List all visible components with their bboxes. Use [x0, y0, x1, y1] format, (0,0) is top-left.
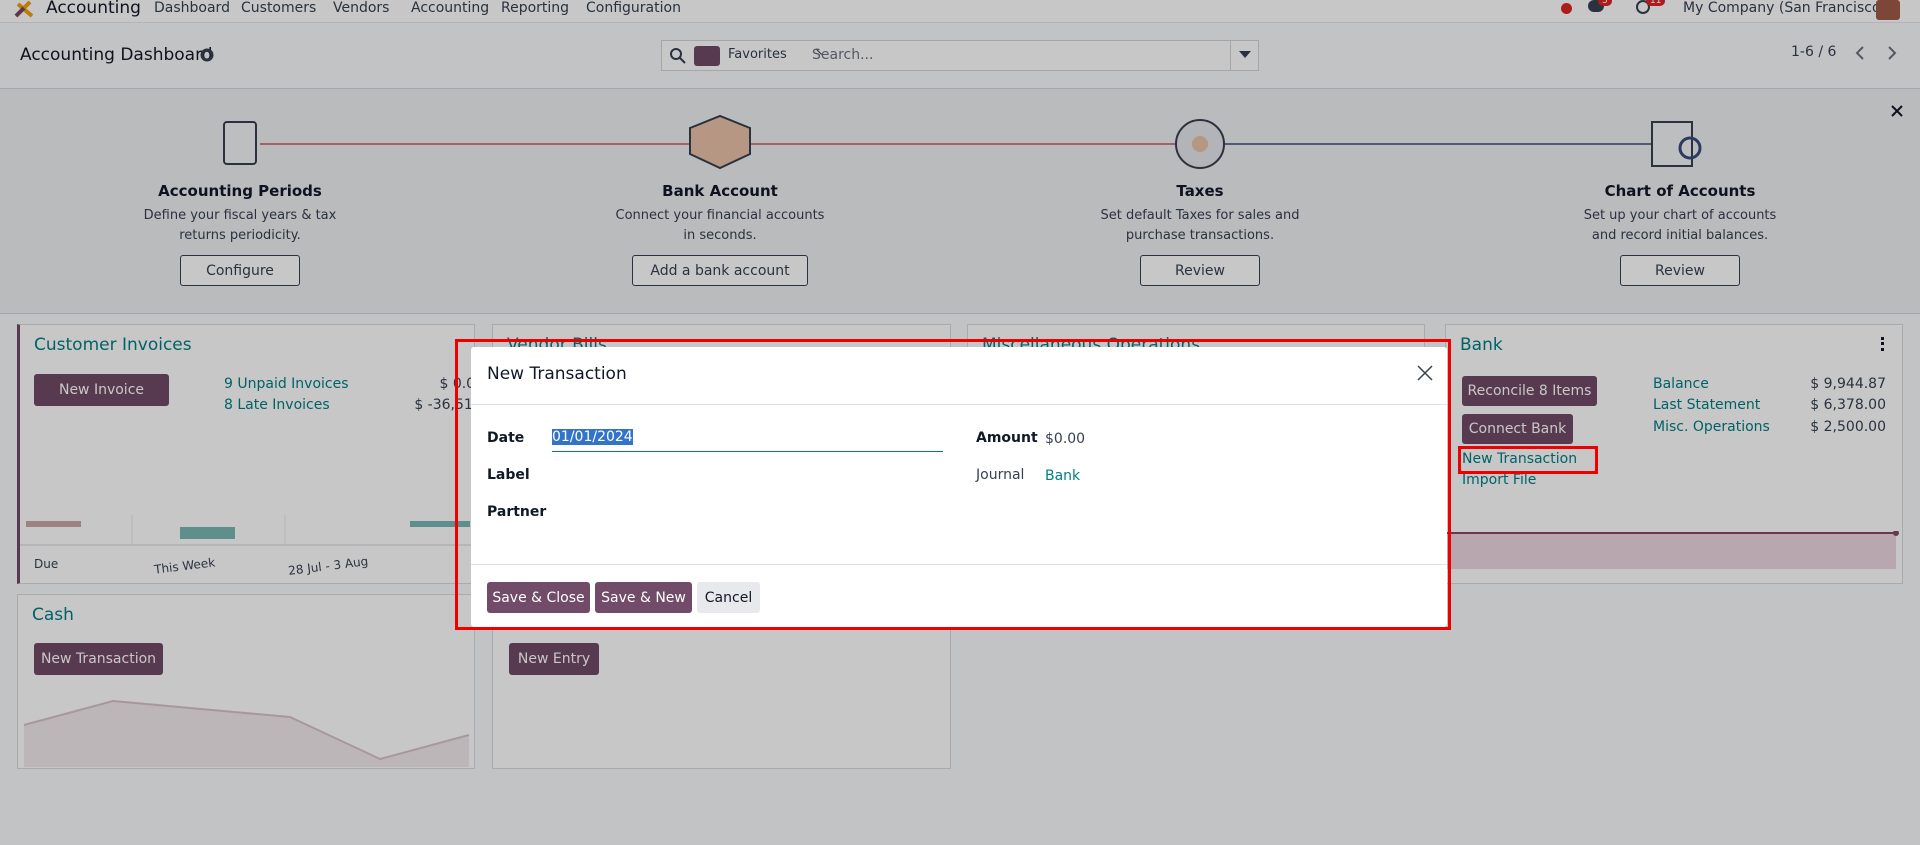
- field-label: Amount: [976, 430, 1038, 446]
- card-button[interactable]: New Transaction: [34, 643, 163, 675]
- menu-item[interactable]: Configuration: [586, 0, 681, 16]
- modal-close[interactable]: [1417, 365, 1433, 381]
- app-name[interactable]: Accounting: [46, 0, 141, 18]
- cancel-button[interactable]: Cancel: [697, 582, 760, 613]
- menu-item[interactable]: Reporting: [501, 0, 570, 16]
- journal-value[interactable]: Bank: [1045, 468, 1081, 484]
- highlight-box: [455, 339, 1451, 630]
- search-box[interactable]: [661, 40, 1259, 71]
- step-button[interactable]: Review: [1620, 255, 1740, 286]
- step-button[interactable]: Review: [1140, 255, 1260, 286]
- step-description: Set default Taxes for sales and purchase…: [1100, 208, 1300, 243]
- card-title[interactable]: Customer Invoices: [34, 335, 192, 355]
- pager-arrows[interactable]: [1845, 41, 1905, 65]
- company[interactable]: My Company (San Francisco): [1683, 0, 1886, 16]
- highlight-box: [1458, 446, 1598, 474]
- step-description: Define your fiscal years & tax returns p…: [143, 208, 337, 243]
- field-label: Label: [487, 467, 530, 483]
- card-link[interactable]: Balance: [1653, 376, 1709, 392]
- divider: [471, 404, 1447, 405]
- status-dot: [1561, 3, 1572, 14]
- card-link[interactable]: 9 Unpaid Invoices: [224, 376, 349, 392]
- badge: 5: [1598, 0, 1612, 6]
- card-title[interactable]: Bank: [1460, 335, 1503, 355]
- card-button[interactable]: New Entry: [509, 643, 599, 675]
- journal-card: Cash New Transaction: [17, 594, 475, 769]
- card-menu[interactable]: [1881, 337, 1888, 351]
- caret: [1239, 51, 1251, 58]
- date-input[interactable]: 01/01/2024: [552, 429, 943, 452]
- search-toggle[interactable]: [1230, 40, 1260, 71]
- card-link[interactable]: New Transaction: [1462, 451, 1578, 467]
- field-label: Journal: [976, 467, 1025, 483]
- step-title: Chart of Accounts: [1604, 182, 1756, 200]
- step: Accounting Periods Define your fiscal yea…: [90, 182, 390, 246]
- card-button[interactable]: Connect Bank: [1462, 414, 1573, 444]
- facet[interactable]: Favorites: [728, 47, 787, 62]
- modal-title: New Transaction: [487, 364, 627, 384]
- step-title: Bank Account: [662, 182, 778, 200]
- menu-item[interactable]: Customers: [241, 0, 317, 16]
- navbar: [0, 0, 1920, 23]
- card-link[interactable]: 8 Late Invoices: [224, 397, 330, 413]
- search-icon: [670, 48, 686, 64]
- step: Taxes Set default Taxes for sales and pur…: [1050, 182, 1350, 246]
- step: Bank Account Connect your financial accou…: [570, 182, 870, 246]
- onboarding-panel: [0, 88, 1920, 314]
- card-link[interactable]: Misc. Operations: [1653, 419, 1770, 435]
- step-title: Taxes: [1176, 182, 1224, 200]
- modal: New Transaction Date 01/01/2024 Label Pa…: [471, 347, 1447, 627]
- field-label: Partner: [487, 504, 547, 520]
- settings-icon[interactable]: [200, 48, 214, 62]
- step-description: Set up your chart of accounts and record…: [1583, 208, 1777, 243]
- app-icon: [14, 0, 34, 18]
- filter-icon: [694, 46, 720, 66]
- field-label: Date: [487, 430, 525, 446]
- amount-input[interactable]: $0.00: [1045, 431, 1086, 447]
- step-description: Connect your financial accounts in secon…: [615, 208, 825, 243]
- avatar[interactable]: [1876, 0, 1900, 20]
- menu-item[interactable]: Accounting: [411, 0, 490, 16]
- journal-card: Customer Invoices New Invoice 9 Unpaid I…: [17, 324, 504, 584]
- onboarding-graphics: [223, 105, 1903, 170]
- save-new-button[interactable]: Save & New: [595, 582, 692, 613]
- card-link[interactable]: Last Statement: [1653, 397, 1761, 413]
- graph-label: Due: [34, 557, 59, 571]
- amount: $ 6,378.00: [1810, 397, 1886, 413]
- search-input[interactable]: Search...: [812, 47, 874, 63]
- card-graph: [23, 699, 470, 767]
- save-close-button[interactable]: Save & Close: [487, 582, 590, 613]
- date-value: 01/01/2024: [552, 429, 633, 445]
- activity-icon[interactable]: [1636, 0, 1650, 14]
- step-button[interactable]: Configure: [180, 255, 300, 286]
- card-graph: [20, 515, 475, 546]
- card-button[interactable]: Reconcile 8 Items: [1462, 376, 1597, 406]
- journal-card: Bank Reconcile 8 Items Connect Bank New …: [1445, 324, 1903, 584]
- amount: $ 9,944.87: [1810, 376, 1886, 392]
- card-link[interactable]: Import File: [1462, 472, 1537, 488]
- amount: $ 2,500.00: [1810, 419, 1886, 435]
- card-button[interactable]: New Invoice: [34, 374, 169, 406]
- badge: 11: [1646, 0, 1666, 6]
- divider: [471, 564, 1447, 565]
- step-title: Accounting Periods: [158, 182, 322, 200]
- step: Chart of Accounts Set up your chart of ac…: [1530, 182, 1830, 246]
- page-title: Accounting Dashboard: [20, 45, 213, 65]
- menu-item[interactable]: Dashboard: [154, 0, 230, 16]
- card-graph: [1446, 531, 1899, 569]
- pager: 1-6 / 6: [1791, 44, 1837, 60]
- step-button[interactable]: Add a bank account: [632, 255, 808, 286]
- menu-item[interactable]: Vendors: [333, 0, 390, 16]
- card-title[interactable]: Cash: [32, 605, 74, 625]
